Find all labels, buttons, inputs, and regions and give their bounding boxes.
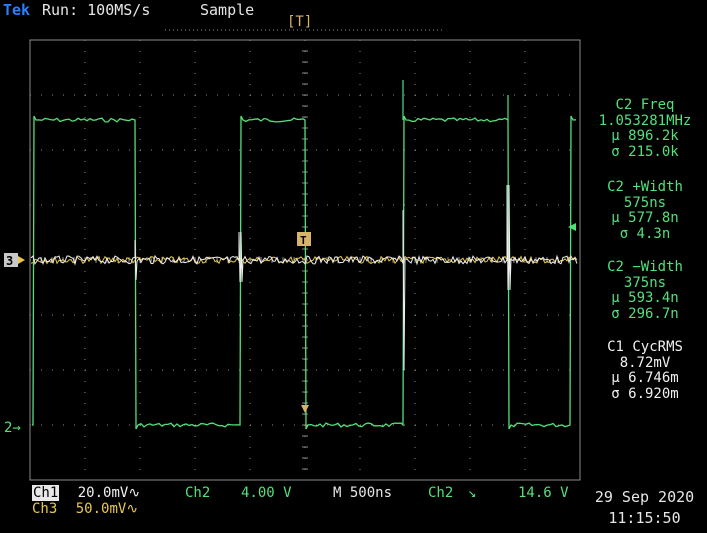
measurement-value: 375ns	[623, 274, 667, 291]
measurement-title: C2 +Width	[607, 179, 683, 195]
trigger-position-indicator: [T]	[287, 14, 313, 30]
ch1-ground-marker: 3	[6, 254, 13, 268]
measurement-value: 575ns	[623, 194, 667, 211]
waveform-traces	[30, 80, 578, 430]
date-readout: 29 Sep 2020	[594, 488, 695, 506]
ch1-scale: 20.0mV	[77, 485, 129, 501]
brand-logo: Tek	[3, 1, 31, 19]
trigger-level-arrow	[568, 223, 576, 231]
acquisition-mode: Sample	[200, 1, 255, 19]
measurement-stdev: σ 4.3n	[619, 225, 671, 242]
ch1-label: Ch1	[32, 485, 60, 501]
measurement-stdev: σ 296.7n	[611, 305, 679, 322]
falling-edge-icon: ↘	[468, 485, 477, 501]
measurement-c2-pos-width: C2 +Width 575ns µ 577.8n σ 4.3n	[588, 179, 702, 242]
measurement-stdev: σ 6.920m	[611, 385, 679, 402]
measurement-title: C2 −Width	[607, 259, 683, 275]
trigger-level: 14.6 V	[518, 485, 569, 501]
measurement-c2-neg-width: C2 −Width 375ns µ 593.4n σ 296.7n	[588, 259, 702, 322]
measurement-value: 8.72mV	[619, 354, 671, 371]
ch3-ground-arrow	[18, 256, 25, 264]
measurement-c1-cycrms: C1 CycRMS 8.72mV µ 6.746m σ 6.920m	[588, 339, 702, 402]
channel-markers: 2→ 3 T	[4, 223, 576, 436]
status-bar: Tek Run: 100MS/s Sample [T]	[0, 0, 707, 30]
measurement-title: C1 CycRMS	[607, 339, 683, 355]
ch1-waveform	[30, 184, 578, 371]
measurement-title: C2 Freq	[615, 97, 675, 113]
run-status: Run: 100MS/s	[42, 1, 151, 19]
ch1-scale-readout: Ch1 20.0mV∿	[32, 485, 140, 501]
ch2-scale: 4.00 V	[241, 485, 292, 501]
ch3-label: Ch3	[32, 501, 58, 517]
ch3-waveform	[30, 255, 578, 265]
timestamp: 29 Sep 2020 11:15:50	[587, 487, 702, 529]
ac-coupling-icon: ∿	[128, 485, 141, 501]
measurement-mean: µ 593.4n	[611, 290, 679, 306]
trigger-marker	[297, 232, 311, 246]
ch1-ground-marker-box	[4, 253, 18, 267]
measurement-value: 1.053281MHz	[598, 112, 692, 129]
time-readout: 11:15:50	[608, 509, 681, 527]
ch2-waveform	[32, 115, 577, 430]
trigger-time-arrow	[301, 405, 309, 413]
ch2-label: Ch2	[185, 485, 211, 501]
ac-coupling-icon: ∿	[126, 501, 139, 517]
ch3-scale-readout: Ch3 50.0mV∿	[32, 501, 138, 517]
measurement-mean: µ 896.2k	[611, 128, 679, 144]
measurement-mean: µ 6.746m	[611, 370, 679, 386]
ch2-ground-marker: 2→	[4, 420, 21, 436]
measurement-mean: µ 577.8n	[611, 210, 679, 226]
measurement-c2-freq: C2 Freq 1.053281MHz µ 896.2k σ 215.0k	[588, 97, 702, 160]
trigger-marker-label: T	[300, 234, 307, 247]
measurement-stdev: σ 215.0k	[611, 143, 679, 160]
ch3-scale: 50.0mV	[75, 501, 127, 517]
timebase-readout: M 500ns	[333, 485, 393, 501]
trigger-source: Ch2	[428, 485, 454, 501]
